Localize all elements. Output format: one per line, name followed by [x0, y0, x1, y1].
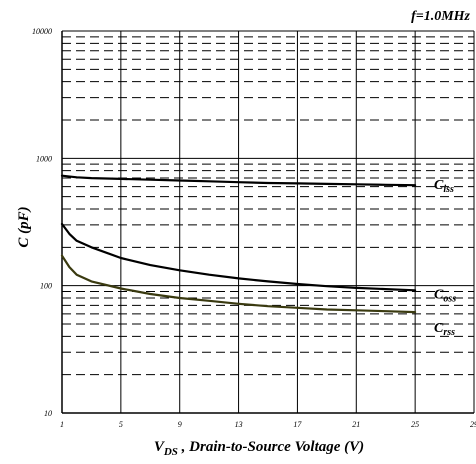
series-line-rss: [60, 254, 417, 314]
x-tick-label: 9: [178, 420, 182, 429]
y-tick-label: 1000: [36, 154, 52, 163]
x-tick-label: 13: [235, 420, 243, 429]
series-label-rss: Crss: [434, 321, 455, 338]
x-axis-label-rest: , Drain-to-Source Voltage (V): [178, 439, 364, 455]
y-axis-label: C (pF): [16, 206, 32, 247]
x-tick-label: 21: [352, 420, 360, 429]
frequency-annotation: f=1.0MHz: [411, 9, 470, 24]
series-label-oss: Coss: [434, 287, 456, 304]
y-tick-label: 10000: [32, 27, 52, 36]
series-label-iss: Ciss: [434, 178, 454, 195]
x-tick-label: 29: [470, 420, 476, 429]
x-axis-label: VDS , Drain-to-Source Voltage (V): [154, 439, 364, 458]
x-axis-label-main: V: [154, 439, 166, 455]
series-line-oss: [60, 222, 417, 292]
series: [60, 174, 417, 314]
axes: 1 5 9 13 17 21 25 29 10 100 1000 10000: [32, 27, 476, 429]
x-tick-label: 25: [411, 420, 419, 429]
series-line-iss: [60, 174, 417, 187]
x-axis-label-sub: DS: [163, 446, 178, 458]
grid: [61, 31, 475, 414]
y-tick-label: 100: [40, 282, 52, 291]
x-tick-label: 5: [119, 420, 123, 429]
x-tick-label: 17: [293, 420, 302, 429]
labels: f=1.0MHz C (pF) VDS , Drain-to-Source Vo…: [16, 9, 471, 458]
y-tick-label: 10: [44, 409, 52, 418]
x-tick-label: 1: [60, 420, 64, 429]
